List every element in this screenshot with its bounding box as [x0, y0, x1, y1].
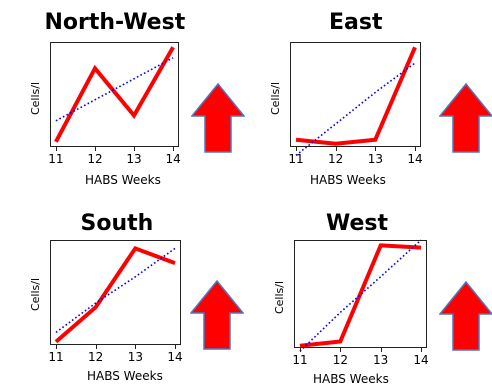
plot-marks [54, 46, 175, 143]
x-tick-label: 11 [288, 152, 304, 166]
x-tick-mark [340, 348, 342, 352]
x-tick-label: 13 [127, 350, 143, 364]
up-arrow-icon [439, 83, 492, 153]
up-arrow-shape [439, 83, 492, 153]
x-tick-mark [375, 147, 377, 151]
x-tick-mark [55, 345, 57, 349]
observed-series-line [295, 46, 417, 146]
observed-series-line [54, 245, 176, 344]
up-arrow-icon [191, 83, 245, 153]
up-arrow-icon [439, 281, 492, 351]
up-arrow-icon [190, 280, 244, 350]
x-tick-label: 12 [328, 152, 344, 166]
x-tick-mark [300, 348, 302, 352]
up-arrow-shape [191, 83, 245, 153]
x-tick-mark [415, 147, 417, 151]
x-tick-label: 14 [167, 350, 183, 364]
x-tick-mark [173, 147, 175, 151]
panel-title: East [329, 10, 383, 35]
y-axis-label: Cells/l [28, 277, 42, 311]
x-tick-label: 14 [413, 353, 429, 367]
panel-title: South [80, 211, 154, 236]
y-axis-label: Cells/l [28, 81, 42, 115]
x-tick-label: 12 [332, 353, 348, 367]
x-tick-mark [55, 147, 57, 151]
trend-line [55, 247, 176, 334]
x-tick-label: 14 [407, 152, 423, 166]
y-axis-label: Cells/l [268, 81, 282, 115]
panel-title: North-West [44, 10, 186, 35]
x-tick-label: 14 [165, 152, 181, 166]
observed-series-line [299, 243, 422, 348]
up-arrow-shape [439, 281, 492, 351]
plot-marks [295, 46, 417, 157]
plot-marks [54, 245, 176, 344]
x-tick-label: 11 [48, 350, 64, 364]
x-axis-label: HABS Weeks [313, 372, 389, 386]
x-tick-label: 12 [87, 152, 103, 166]
x-tick-label: 13 [373, 353, 389, 367]
x-tick-mark [335, 147, 337, 151]
x-tick-mark [420, 348, 422, 352]
x-tick-label: 11 [48, 152, 64, 166]
x-tick-mark [295, 147, 297, 151]
up-arrow-shape [190, 280, 244, 350]
y-axis-label: Cells/l [272, 280, 286, 314]
x-axis-label: HABS Weeks [87, 369, 163, 383]
x-tick-label: 11 [292, 353, 308, 367]
x-tick-label: 13 [367, 152, 383, 166]
trend-line [295, 62, 416, 157]
observed-series-line [54, 46, 175, 143]
x-tick-mark [380, 348, 382, 352]
x-axis-label: HABS Weeks [85, 173, 161, 187]
panel-title: West [326, 211, 389, 236]
trend-line [299, 239, 422, 352]
x-tick-mark [95, 345, 97, 349]
plot-marks [299, 239, 422, 352]
x-tick-mark [94, 147, 96, 151]
x-tick-mark [135, 345, 137, 349]
plot-area [290, 42, 421, 147]
x-axis-label: HABS Weeks [310, 173, 386, 187]
x-tick-label: 12 [88, 350, 104, 364]
x-tick-mark [175, 345, 177, 349]
x-tick-label: 13 [126, 152, 142, 166]
x-tick-mark [134, 147, 136, 151]
